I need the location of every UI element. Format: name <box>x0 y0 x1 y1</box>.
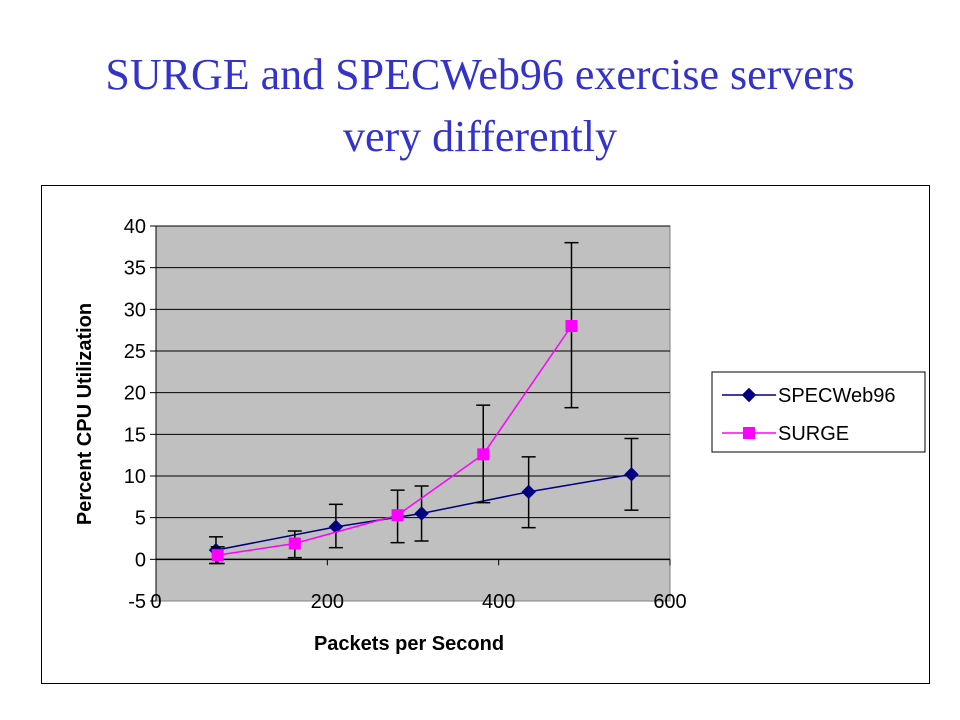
y-tick-label: 40 <box>124 216 146 238</box>
y-axis-title: Percent CPU Utilization <box>74 303 96 525</box>
x-tick-label: 0 <box>150 591 161 613</box>
data-point <box>624 467 639 482</box>
data-point <box>521 484 536 500</box>
y-tick-label: 20 <box>124 383 146 405</box>
data-point <box>565 320 578 332</box>
legend: SPECWeb96 SURGE <box>711 371 926 453</box>
chart-frame: -5 0 5 10 15 20 25 30 35 40 0 200 400 600 Packets pe… <box>41 185 930 684</box>
x-axis-title: Packets per Second <box>314 633 504 655</box>
y-tick-label: 0 <box>135 549 146 571</box>
x-tick-label: 200 <box>311 591 344 613</box>
y-tick-label: 10 <box>124 466 146 488</box>
data-point <box>211 549 224 562</box>
legend-items: SPECWeb96 SURGE <box>722 385 895 445</box>
plot-area <box>155 225 671 602</box>
legend-marker <box>743 427 755 439</box>
y-tick-label: -5 <box>128 591 146 613</box>
axes <box>155 226 670 601</box>
data-point <box>477 448 490 461</box>
y-tick-label: 15 <box>124 424 146 446</box>
y-tick-label: 30 <box>124 299 146 321</box>
data-point <box>391 509 404 522</box>
x-tick-label: 400 <box>482 591 515 613</box>
y-axis-ticks: -5 0 5 10 15 20 25 30 35 40 <box>124 216 156 613</box>
data-point <box>288 537 301 550</box>
y-tick-label: 5 <box>135 508 146 530</box>
y-tick-label: 25 <box>124 341 146 363</box>
data-point <box>414 506 429 521</box>
x-tick-label: 600 <box>653 591 686 613</box>
series-layer <box>208 241 639 565</box>
data-point <box>328 519 344 535</box>
legend-label: SURGE <box>778 423 849 445</box>
gridlines <box>156 225 670 519</box>
slide-title: SURGE and SPECWeb96 exercise servers ver… <box>0 44 960 168</box>
slide-title-line-1: SURGE and SPECWeb96 exercise servers <box>105 50 855 99</box>
legend-label: SPECWeb96 <box>778 385 895 407</box>
x-axis-ticks: 0 200 400 600 <box>150 559 687 613</box>
legend-marker <box>741 387 757 403</box>
series-surge <box>210 241 579 565</box>
y-tick-label: 35 <box>124 258 146 280</box>
slide-title-line-2: very differently <box>342 112 618 161</box>
